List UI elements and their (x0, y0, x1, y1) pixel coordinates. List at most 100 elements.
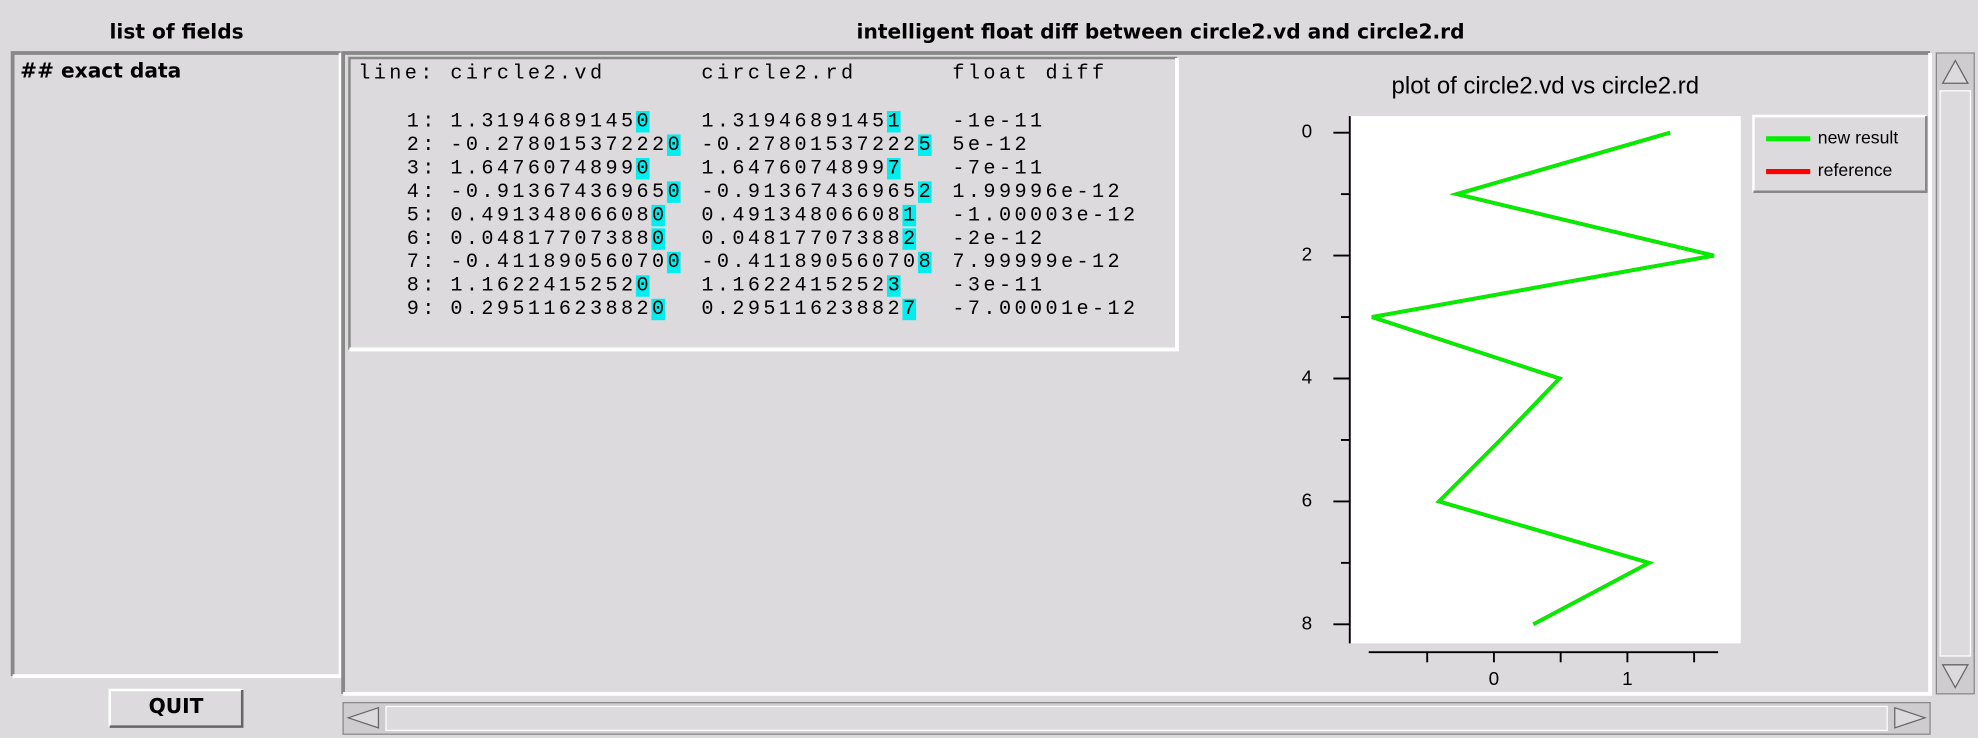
diff-title: intelligent float diff between circle2.v… (857, 19, 1465, 43)
diff-digit: 5 (919, 134, 935, 157)
main-panel (341, 51, 1932, 696)
diff-digit: 0 (652, 204, 668, 227)
diff-highlight (902, 298, 917, 321)
column-header: float diff (952, 63, 1107, 86)
diff-highlight (902, 204, 917, 227)
x-tick-label: 0 (1489, 669, 1500, 690)
line-number: 8: (407, 275, 438, 298)
diff-digit: 0 (668, 251, 684, 274)
quit-button[interactable]: QUIT (108, 688, 244, 728)
float-diff: -7e-11 (952, 157, 1045, 180)
value-text: -0.91367436965 (450, 181, 667, 204)
plot-title: plot of circle2.vd vs circle2.rd (1392, 72, 1700, 99)
legend-label: new result (1818, 127, 1899, 147)
float-diff: 5e-12 (952, 134, 1030, 157)
y-tick-label: 8 (1302, 613, 1313, 634)
series-line (1371, 130, 1715, 626)
diff-highlight (651, 228, 666, 250)
field-item[interactable]: ## exact data (20, 58, 181, 82)
float-diff: 1.99996e-12 (952, 181, 1123, 204)
line-number: 4: (407, 181, 438, 204)
line-number: 3: (407, 157, 438, 180)
line-number: 2: (407, 134, 438, 157)
diff-highlight (635, 157, 650, 180)
float-diff: 7.99999e-12 (952, 251, 1123, 274)
y-tick-label: 2 (1302, 245, 1313, 266)
fields-list: ## exact data (10, 51, 343, 679)
diff-digit: 7 (888, 157, 904, 180)
y-tick-label: 0 (1302, 122, 1313, 143)
float-diff: -1e-11 (952, 110, 1045, 133)
column-header: circle2.vd (450, 63, 605, 86)
value-text: -0.91367436965 (701, 181, 918, 204)
value-text: 1.6476074899 (701, 157, 887, 180)
value-text: 0.29511623882 (450, 298, 652, 321)
line-number: 1: (407, 110, 438, 133)
value-text: 1.1622415252 (450, 275, 636, 298)
value-text: 1.3194689145 (701, 110, 887, 133)
diff-highlight (886, 275, 901, 297)
diff-highlight (666, 181, 681, 203)
value-text: 0.04817707388 (450, 228, 652, 251)
diff-digit: 0 (668, 181, 684, 204)
float-diff: -3e-11 (952, 275, 1045, 298)
column-header: circle2.rd (701, 63, 856, 86)
diff-highlight (886, 157, 901, 180)
horizontal-scrollbar[interactable] (342, 702, 1931, 735)
diff-digit: 0 (652, 298, 668, 321)
value-text: -0.41189056070 (701, 251, 918, 274)
column-header: line: (358, 63, 436, 86)
value-text: 1.1622415252 (701, 275, 887, 298)
diff-highlight (886, 111, 901, 133)
value-text: 0.04817707388 (701, 228, 903, 251)
diff-digit: 3 (888, 275, 904, 298)
float-diff: -2e-12 (952, 228, 1045, 251)
diff-digit: 8 (919, 251, 935, 274)
diff-highlight (666, 251, 681, 274)
diff-digit: 7 (903, 298, 919, 321)
plot-area (1349, 116, 1741, 644)
diff-digit: 0 (637, 110, 653, 133)
diff-digit: 0 (652, 228, 668, 251)
line-number: 7: (407, 251, 438, 274)
line-number: 9: (407, 298, 438, 321)
diff-digit: 1 (903, 204, 919, 227)
legend (1752, 114, 1928, 194)
float-diff: -1.00003e-12 (952, 204, 1138, 227)
value-text: -0.27801537222 (701, 134, 918, 157)
value-text: 0.49134806608 (701, 204, 903, 227)
fields-title: list of fields (110, 19, 244, 43)
value-text: 1.6476074899 (450, 157, 636, 180)
line-number: 5: (407, 204, 438, 227)
diff-digit: 2 (903, 228, 919, 251)
value-text: -0.41189056070 (450, 251, 667, 274)
line-number: 6: (407, 228, 438, 251)
diff-highlight (666, 134, 681, 156)
diff-digit: 0 (668, 134, 684, 157)
diff-digit: 0 (637, 157, 653, 180)
diff-highlight (651, 204, 666, 227)
float-diff: -7.00001e-12 (952, 298, 1138, 321)
vertical-scrollbar[interactable] (1935, 52, 1975, 695)
x-tick-label: 1 (1622, 669, 1633, 690)
value-text: -0.27801537222 (450, 134, 667, 157)
diff-digit: 1 (888, 110, 904, 133)
diff-highlight (651, 298, 666, 321)
diff-highlight (917, 134, 932, 156)
diff-highlight (917, 251, 932, 274)
value-text: 1.3194689145 (450, 110, 636, 133)
diff-highlight (635, 275, 650, 297)
y-tick-label: 6 (1302, 490, 1313, 511)
value-text: 0.29511623882 (701, 298, 903, 321)
y-tick-label: 4 (1302, 367, 1313, 388)
diff-digit: 0 (637, 275, 653, 298)
diff-highlight (917, 181, 932, 203)
diff-highlight (902, 228, 917, 250)
quit-label[interactable]: QUIT (149, 694, 204, 718)
diff-digit: 2 (919, 181, 935, 204)
diff-highlight (635, 111, 650, 133)
legend-label: reference (1818, 160, 1893, 180)
value-text: 0.49134806608 (450, 204, 652, 227)
